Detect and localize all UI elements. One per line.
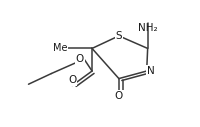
- Text: O: O: [76, 54, 84, 64]
- Text: NH₂: NH₂: [138, 23, 157, 33]
- Text: O: O: [115, 91, 123, 101]
- Text: S: S: [116, 31, 122, 41]
- Text: N: N: [147, 66, 154, 76]
- Text: Me: Me: [53, 43, 67, 53]
- Text: O: O: [68, 75, 76, 85]
